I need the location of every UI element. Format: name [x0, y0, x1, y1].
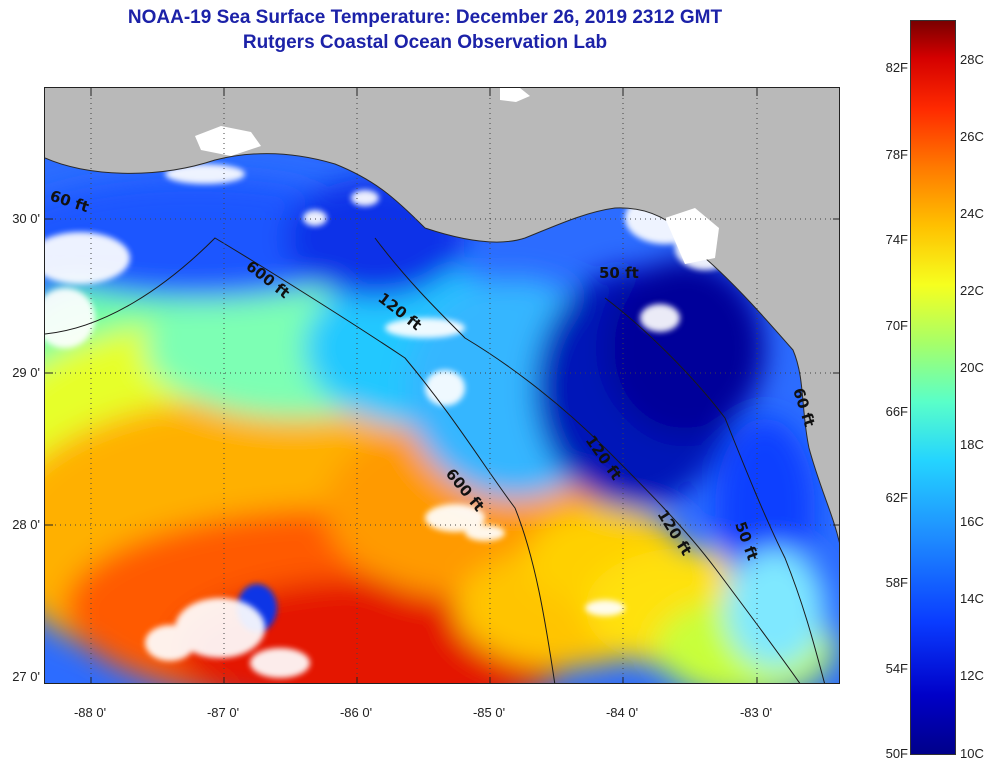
lat-tick-label: 27 0' [12, 669, 40, 684]
colorbar-f-label: 62F [885, 490, 908, 505]
cloud-over-land [195, 88, 719, 264]
lon-tick-label: -85 0' [472, 705, 506, 720]
colorbar-c-label: 18C [960, 437, 984, 452]
lon-tick-label: -87 0' [206, 705, 240, 720]
contour-label-group: 60 ft 600 ft 120 ft 50 ft 600 ft 120 ft … [48, 187, 819, 563]
colorbar-f-label: 82F [885, 60, 908, 75]
contour-label: 50 ft [599, 264, 639, 282]
lon-tick-label: -88 0' [73, 705, 107, 720]
colorbar-c-label: 10C [960, 746, 984, 761]
lat-tick-label: 29 0' [12, 365, 40, 380]
lat-tick-label: 28 0' [12, 517, 40, 532]
colorbar-c-label: 26C [960, 129, 984, 144]
lon-tick-label: -83 0' [739, 705, 773, 720]
colorbar-c-label: 16C [960, 514, 984, 529]
map-title: NOAA-19 Sea Surface Temperature: Decembe… [127, 7, 723, 28]
colorbar-f-label: 54F [885, 661, 908, 676]
colorbar-c-label: 22C [960, 283, 984, 298]
temperature-colorbar [910, 20, 956, 755]
colorbar-c-label: 28C [960, 52, 984, 67]
depth-contours [45, 237, 825, 683]
colorbar-f-label: 66F [885, 404, 908, 419]
axis-ticks [45, 88, 839, 683]
colorbar-f-label: 50F [885, 746, 908, 761]
sst-map-svg: 60 ft 600 ft 120 ft 50 ft 600 ft 120 ft … [45, 88, 839, 683]
colorbar-c-label: 12C [960, 668, 984, 683]
lon-tick-label: -84 0' [605, 705, 639, 720]
colorbar-c-label: 24C [960, 206, 984, 221]
map-subtitle: Rutgers Coastal Ocean Observation Lab [242, 32, 608, 53]
colorbar-f-label: 74F [885, 232, 908, 247]
colorbar-f-label: 58F [885, 575, 908, 590]
coastline [45, 153, 839, 543]
colorbar-f-label: 70F [885, 318, 908, 333]
lat-tick-label: 30 0' [12, 211, 40, 226]
colorbar-c-label: 14C [960, 591, 984, 606]
colorbar-f-label: 78F [885, 147, 908, 162]
sst-map-panel: 60 ft 600 ft 120 ft 50 ft 600 ft 120 ft … [44, 87, 840, 684]
lon-tick-label: -86 0' [339, 705, 373, 720]
colorbar-c-label: 20C [960, 360, 984, 375]
